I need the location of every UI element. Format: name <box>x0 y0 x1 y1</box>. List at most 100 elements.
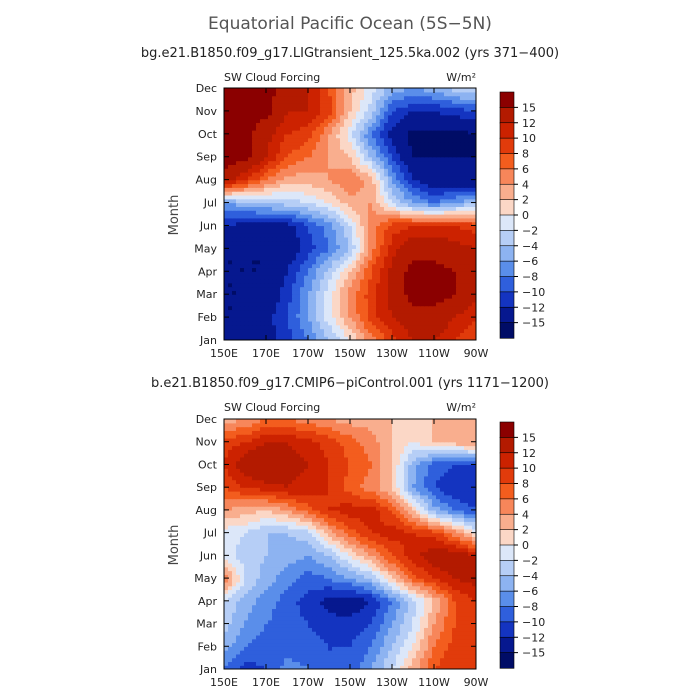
heatmap-cell <box>256 301 261 307</box>
heatmap-cell <box>352 141 357 146</box>
heatmap-cell <box>320 187 325 192</box>
heatmap-cell <box>276 141 281 146</box>
heatmap-cell <box>460 320 465 326</box>
heatmap-cell <box>300 221 305 227</box>
heatmap-cell <box>356 263 361 269</box>
heatmap-cell <box>324 110 329 116</box>
heatmap-cell <box>328 168 333 173</box>
heatmap-cell <box>248 107 253 112</box>
heatmap-cell <box>236 646 241 651</box>
heatmap-cell <box>232 152 237 158</box>
heatmap-cell <box>420 214 425 219</box>
heatmap-cell <box>240 187 245 192</box>
heatmap-cell <box>372 183 377 188</box>
heatmap-cell <box>328 305 333 311</box>
heatmap-cell <box>284 141 289 146</box>
heatmap-cell <box>444 179 449 185</box>
heatmap-cell <box>288 217 293 223</box>
heatmap-cell <box>408 252 413 257</box>
heatmap-cell <box>324 634 329 640</box>
heatmap-cell <box>448 634 453 640</box>
heatmap-cell <box>260 252 265 257</box>
heatmap-cell <box>364 217 369 223</box>
heatmap-cell <box>352 164 357 169</box>
heatmap-cell <box>344 122 349 127</box>
heatmap-cell <box>452 653 457 659</box>
heatmap-cell <box>324 263 329 269</box>
heatmap-cell <box>360 320 365 326</box>
heatmap-cell <box>376 309 381 314</box>
heatmap-cell <box>400 305 405 311</box>
heatmap-cell <box>284 229 289 234</box>
heatmap-cell <box>364 236 369 242</box>
heatmap-cell <box>428 175 433 181</box>
heatmap-cell <box>384 130 389 135</box>
heatmap-cell <box>440 126 445 131</box>
heatmap-cell <box>320 168 325 173</box>
heatmap-cell <box>456 653 461 659</box>
heatmap-cell <box>316 118 321 123</box>
heatmap-cell <box>388 275 393 280</box>
heatmap-cell <box>316 99 321 104</box>
heatmap-cell <box>240 275 245 280</box>
heatmap-cell <box>292 275 297 280</box>
heatmap-cell <box>460 271 465 276</box>
heatmap-cell <box>380 217 385 223</box>
heatmap-cell <box>424 653 429 659</box>
heatmap-cell <box>356 336 361 340</box>
heatmap-cell <box>408 91 413 97</box>
heatmap-cell <box>272 156 277 162</box>
heatmap-cell <box>348 114 353 120</box>
heatmap-cell <box>416 91 421 97</box>
heatmap-cell <box>288 275 293 280</box>
heatmap-cell <box>420 198 425 204</box>
heatmap-cell <box>400 217 405 223</box>
heatmap-cell <box>448 298 453 303</box>
heatmap-cell <box>360 631 365 636</box>
heatmap-cell <box>312 332 317 337</box>
heatmap-cell <box>340 137 345 143</box>
heatmap-cell <box>304 103 309 108</box>
heatmap-cell <box>340 313 345 318</box>
heatmap-cell <box>376 290 381 295</box>
heatmap-cell <box>272 653 277 659</box>
heatmap-cell <box>396 294 401 299</box>
heatmap-cell <box>244 133 249 139</box>
heatmap-cell <box>320 259 325 265</box>
heatmap-cell <box>376 206 381 211</box>
heatmap-cell <box>224 172 229 177</box>
heatmap-cell <box>324 172 329 177</box>
heatmap-cell <box>256 286 261 291</box>
heatmap-cell <box>428 627 433 632</box>
heatmap-cell <box>380 244 385 249</box>
heatmap-cell <box>344 107 349 112</box>
heatmap-cell <box>440 194 445 200</box>
heatmap-cell <box>412 202 417 207</box>
heatmap-cell <box>236 665 241 669</box>
heatmap-cell <box>424 137 429 143</box>
heatmap-cell <box>436 294 441 299</box>
heatmap-cell <box>284 110 289 116</box>
heatmap-cell <box>280 305 285 311</box>
heatmap-cell <box>396 259 401 265</box>
heatmap-cell <box>472 236 476 242</box>
heatmap-cell <box>324 175 329 181</box>
heatmap-cell <box>364 194 369 200</box>
heatmap-cell <box>404 646 409 651</box>
heatmap-cell <box>380 214 385 219</box>
heatmap-cell <box>316 187 321 192</box>
heatmap-cell <box>340 206 345 211</box>
heatmap-cell <box>452 160 457 165</box>
heatmap-cell <box>348 233 353 238</box>
heatmap-cell <box>372 301 377 307</box>
heatmap-cell <box>360 236 365 242</box>
heatmap-cell <box>272 324 277 330</box>
heatmap-cell <box>440 294 445 299</box>
heatmap-cell <box>280 661 285 666</box>
heatmap-cell <box>292 217 297 223</box>
heatmap-cell <box>336 240 341 246</box>
heatmap-cell <box>404 217 409 223</box>
heatmap-cell <box>388 95 393 101</box>
heatmap-cell <box>300 244 305 249</box>
heatmap-cell <box>364 133 369 139</box>
